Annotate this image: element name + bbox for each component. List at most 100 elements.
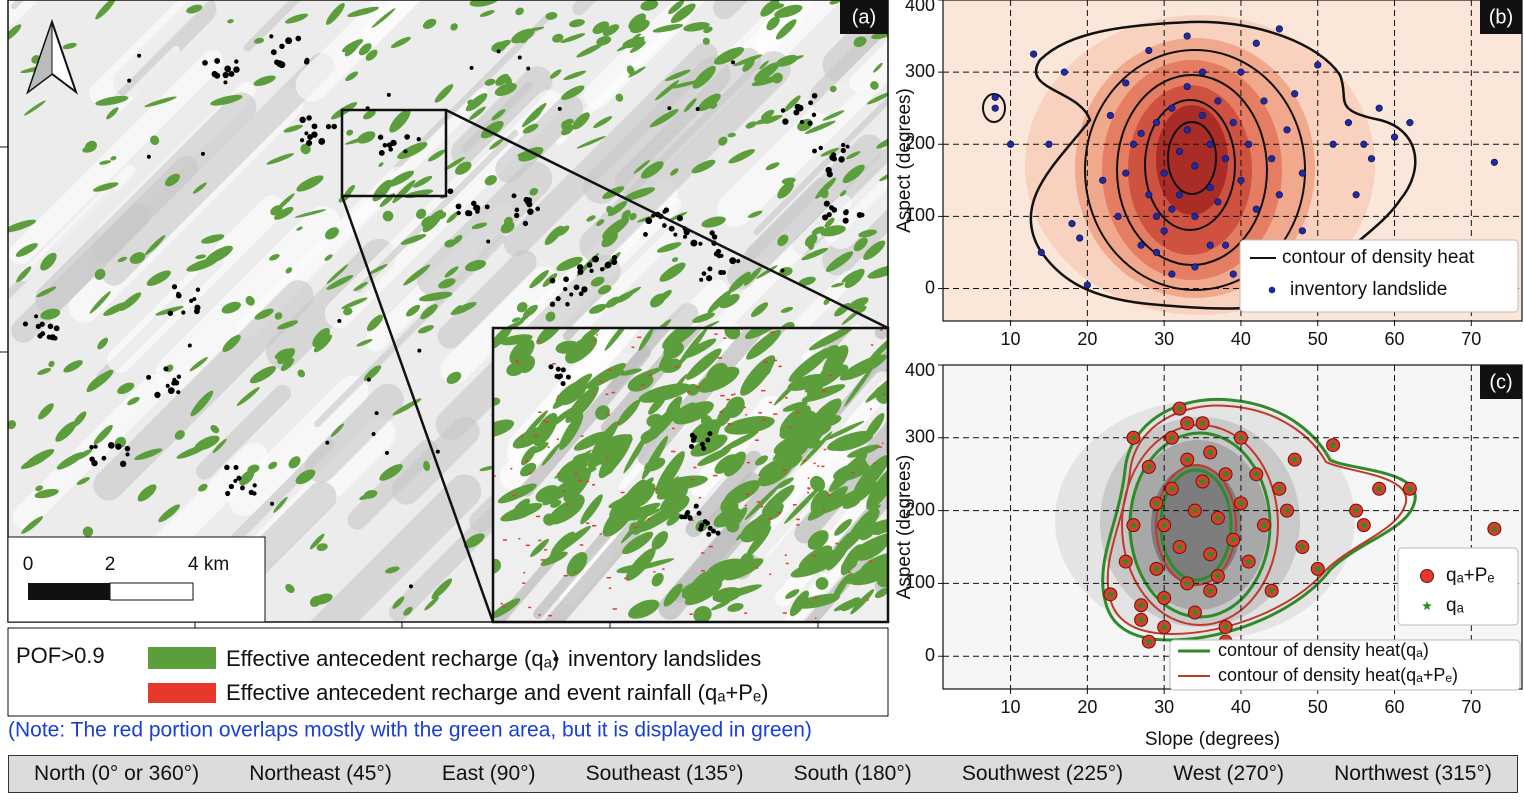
landslide-dot	[718, 269, 724, 276]
landslide-dot	[523, 196, 530, 203]
red-patch	[698, 496, 702, 499]
red-patch	[563, 575, 568, 577]
point	[1198, 111, 1207, 120]
green-patch	[186, 4, 203, 14]
landslide-dot	[611, 254, 618, 261]
point	[1183, 32, 1191, 40]
landslide-dot	[549, 277, 556, 284]
landslide-dot	[701, 446, 707, 452]
landslide-dot	[189, 298, 194, 303]
point	[1152, 212, 1161, 221]
red-patch	[599, 533, 602, 535]
green-patch	[269, 253, 280, 261]
green-patch	[35, 485, 44, 492]
green-patch	[820, 225, 846, 237]
red-patch	[788, 426, 792, 429]
green-patch	[417, 325, 434, 334]
green-patch	[691, 159, 716, 174]
red-patch	[552, 363, 556, 365]
landslide-dot	[673, 232, 678, 237]
green-patch	[532, 442, 549, 454]
point	[1221, 241, 1230, 249]
red-patch	[778, 365, 782, 368]
red-patch	[827, 494, 832, 497]
green-patch	[359, 492, 374, 500]
green-patch	[663, 583, 683, 607]
landslide-dot	[604, 261, 612, 269]
green-patch	[493, 419, 515, 438]
red-patch	[562, 490, 566, 492]
green-patch	[556, 256, 583, 271]
green-patch	[727, 132, 736, 138]
map-frame	[0, 0, 890, 628]
red-patch	[591, 524, 597, 527]
point	[1006, 140, 1015, 148]
landslide-dot	[175, 292, 182, 299]
landslide-dot	[469, 65, 474, 70]
landslide-dot	[699, 523, 705, 529]
green-patch	[316, 543, 328, 552]
landslide-dot	[146, 154, 151, 159]
green-patch	[804, 374, 819, 393]
red-patch	[873, 462, 876, 465]
green-patch	[640, 0, 659, 11]
red-patch	[761, 389, 766, 392]
red-patch	[611, 391, 616, 394]
landslide-dot	[707, 431, 713, 437]
point	[1290, 455, 1299, 464]
green-patch	[660, 358, 682, 374]
panel-label: (c)	[1489, 371, 1512, 393]
landslide-dot	[248, 489, 254, 496]
landslide-dot	[408, 584, 413, 589]
x-tick-label: 60	[1385, 697, 1405, 717]
green-patch	[576, 136, 606, 149]
landslide-dot	[716, 253, 722, 259]
landslide-dot	[240, 485, 245, 491]
point	[1183, 82, 1191, 91]
red-patch	[822, 390, 827, 392]
green-patch	[297, 369, 306, 378]
green-patch	[424, 596, 439, 611]
point	[1175, 191, 1184, 199]
landslide-dot	[548, 364, 554, 370]
x-tick-label: 70	[1461, 697, 1481, 717]
green-patch	[8, 24, 22, 42]
green-patch	[588, 303, 607, 314]
green-patch	[870, 81, 879, 90]
red-patch	[523, 571, 526, 574]
point	[1206, 140, 1214, 148]
landslide-dot	[811, 92, 818, 99]
green-patch	[845, 151, 861, 160]
green-patch	[412, 175, 433, 188]
green-patch	[692, 312, 715, 323]
green-patch	[728, 149, 756, 164]
green-patch	[285, 267, 293, 274]
green-patch	[601, 232, 618, 248]
green-patch	[378, 162, 384, 167]
green-patch	[511, 317, 521, 323]
red-patch	[502, 605, 507, 608]
red-patch	[662, 568, 665, 570]
green-patch	[110, 156, 117, 161]
green-patch	[709, 101, 718, 109]
green-patch	[438, 278, 456, 289]
green-patch	[23, 100, 46, 116]
point	[1182, 578, 1192, 588]
green-patch	[711, 600, 731, 611]
red-patch	[633, 526, 638, 529]
green-patch	[210, 424, 220, 434]
landslide-dot	[676, 215, 684, 222]
point	[1314, 61, 1322, 69]
red-patch	[524, 460, 529, 462]
green-patch	[604, 328, 633, 351]
green-patch	[420, 304, 438, 320]
landslide-dot	[233, 66, 240, 73]
green-patch	[62, 42, 77, 50]
legend-marker	[1422, 601, 1432, 610]
landslide-dot	[325, 123, 332, 130]
green-patch	[758, 363, 772, 377]
red-patch	[782, 612, 787, 614]
green-patch	[716, 406, 733, 427]
landslide-dot	[154, 391, 161, 399]
green-patch	[746, 525, 772, 557]
